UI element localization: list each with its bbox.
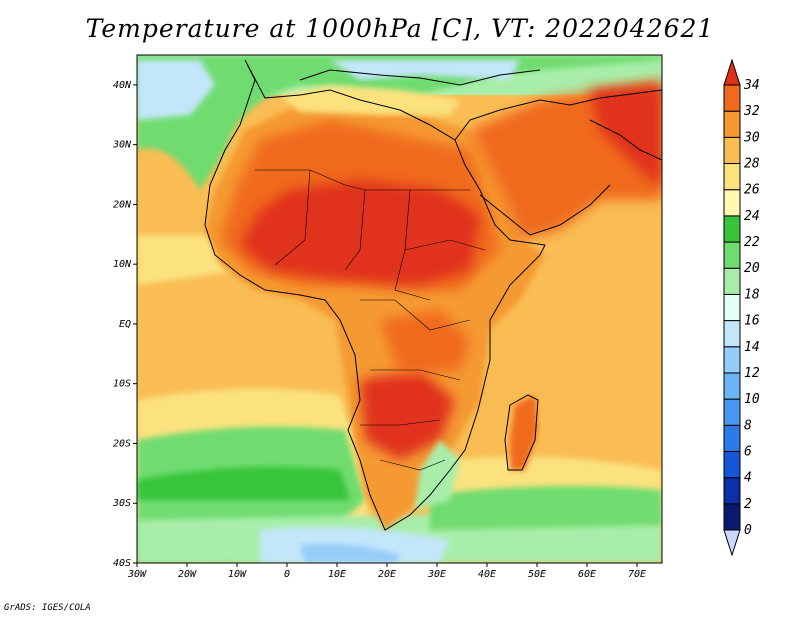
sahel-hottest (240, 180, 480, 285)
colorbar-swatch (723, 503, 741, 531)
colorbar-swatch (723, 372, 741, 400)
south-indian-green (430, 486, 662, 530)
southeast-africa-cool (415, 440, 460, 510)
colorbar-label: 26 (744, 183, 760, 198)
y-tick-label: 20N (113, 199, 132, 210)
colorbar-swatch (723, 424, 741, 452)
colorbar-swatch (723, 84, 741, 112)
y-axis: 40S 30S 20S 10S EQ 10N 20N 30N 40N (112, 80, 137, 569)
colorbar-label: 2 (744, 497, 752, 512)
southern-africa-hot (360, 370, 455, 460)
north-atlantic-cold (137, 60, 215, 120)
colorbar-label: 8 (744, 418, 752, 433)
colorbar-swatch (723, 346, 741, 374)
colorbar-bottom-triangle (723, 529, 741, 557)
y-tick-label: 10S (113, 379, 131, 390)
colorbar-label: 24 (744, 209, 760, 224)
x-tick-label: 60E (578, 569, 596, 580)
x-tick-label: 30W (127, 569, 147, 580)
central-africa-warm (380, 310, 470, 375)
colorbar-swatch (723, 450, 741, 479)
colorbar-swatch (723, 293, 741, 322)
colorbar-label: 30 (743, 130, 760, 145)
colorbar-label: 18 (744, 287, 760, 302)
colorbar-label: 10 (744, 392, 760, 407)
colorbar-label: 12 (744, 366, 760, 381)
southern-ocean-blue (300, 543, 400, 563)
colorbar-swatch (723, 320, 741, 348)
colorbar-label: 14 (744, 340, 760, 355)
north-green-region (137, 55, 662, 190)
x-tick-label: 20W (178, 569, 197, 580)
x-tick-label: 20E (378, 569, 396, 580)
x-tick-label: 50E (528, 569, 546, 580)
mediterranean (280, 85, 460, 115)
colorbar-swatch (723, 267, 741, 295)
south-atlantic-darkgreen (137, 466, 350, 500)
x-tick-label: 40E (478, 569, 496, 580)
y-tick-label: 10N (113, 259, 132, 270)
map-title: Temperature at 1000hPa [C], VT: 20220426… (85, 14, 715, 43)
y-tick-label: 20S (113, 438, 131, 449)
colorbar-swatch (723, 189, 741, 217)
colorbar-label: 34 (743, 78, 760, 93)
y-tick-label: 40N (113, 80, 132, 91)
colorbar-label: 32 (743, 104, 760, 119)
colorbar-swatch (723, 477, 741, 505)
colorbar-label: 0 (744, 523, 752, 538)
indian-ocean (520, 200, 662, 460)
colorbar-swatch (723, 110, 741, 138)
iran-hottest (590, 85, 662, 190)
y-tick-label: 40S (113, 558, 131, 569)
colorbar-label: 20 (744, 261, 760, 276)
credit-text: GrADS: IGES/COLA (4, 603, 91, 613)
coastlines (204, 59, 662, 531)
colorbar-swatch (723, 215, 741, 243)
colorbar-label: 28 (744, 157, 760, 172)
colorbar-swatch (723, 398, 741, 426)
colorbar-label: 4 (744, 471, 752, 486)
colorbar-swatch (723, 163, 741, 191)
x-tick-label: 70E (628, 569, 646, 580)
colorbar-label: 16 (744, 314, 760, 329)
temperature-field (137, 55, 662, 563)
colorbar-label: 6 (744, 444, 752, 459)
colorbar-swatch (723, 136, 741, 165)
map-frame (136, 54, 663, 564)
x-tick-label: 30E (427, 569, 446, 580)
y-tick-label: EQ (119, 319, 131, 330)
tropical-atlantic (137, 230, 360, 420)
y-tick-label: 30S (112, 498, 131, 509)
country-borders (255, 169, 486, 471)
y-tick-label: 30N (112, 140, 132, 151)
colorbar-swatch (723, 241, 741, 269)
x-tick-label: 10E (328, 569, 346, 580)
x-axis: 30W 20W 10W 0 10E 20E 30E 40E 50E 60E 70E (127, 563, 646, 580)
madagascar (510, 395, 538, 470)
colorbar-label: 22 (744, 235, 760, 250)
x-tick-label: 0 (284, 569, 290, 580)
colorbar-top-triangle (723, 58, 741, 86)
x-tick-label: 10W (228, 569, 247, 580)
